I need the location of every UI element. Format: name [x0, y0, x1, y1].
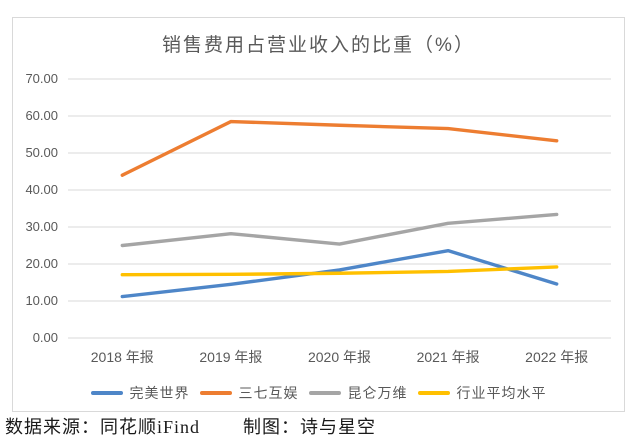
legend-swatch-industry-average	[417, 391, 450, 395]
legend-swatch-kunlun-tech	[308, 391, 341, 395]
y-tick-label: 10.00	[25, 293, 58, 308]
y-tick-label: 60.00	[25, 108, 58, 123]
x-tick-label: 2022 年报	[525, 349, 589, 365]
legend-item-perfect-world: 完美世界	[90, 383, 190, 403]
plot-area	[68, 78, 611, 339]
y-tick-label: 20.00	[25, 256, 58, 271]
legend-label-industry-average: 行业平均水平	[456, 385, 547, 401]
legend-item-37-interactive: 三七互娱	[199, 383, 299, 403]
y-tick-label: 70.00	[25, 71, 58, 86]
legend-label-37-interactive: 三七互娱	[238, 385, 299, 401]
y-tick-label: 0.00	[32, 330, 58, 345]
series-line-industry-average	[120, 265, 559, 277]
legend-swatch-perfect-world	[90, 391, 123, 395]
chart-card: 销售费用占营业收入的比重（%） 0.00 10.00 20.00 30.00 40.00…	[12, 17, 625, 412]
data-source-text: 数据来源：同花顺iFind	[5, 417, 201, 437]
x-axis: 2018 年报 2019 年报 2020 年报 2021 年报 2022 年报	[13, 18, 624, 411]
credit-text: 制图：诗与星空	[243, 417, 377, 437]
chart-title: 销售费用占营业收入的比重（%）	[162, 35, 475, 56]
y-tick-label: 30.00	[25, 219, 58, 234]
legend-label-perfect-world: 完美世界	[129, 385, 190, 401]
caption: 数据来源：同花顺iFind 制图：诗与星空	[5, 413, 376, 439]
legend-label-kunlun-tech: 昆仑万维	[347, 385, 408, 401]
y-tick-label: 50.00	[25, 145, 58, 160]
legend-swatch-37-interactive	[199, 391, 232, 395]
line-chart	[68, 78, 611, 339]
x-tick-label: 2019 年报	[199, 349, 263, 365]
y-axis: 0.00 10.00 20.00 30.00 40.00 50.00 60.00 70.00	[13, 18, 58, 411]
legend-item-kunlun-tech: 昆仑万维	[308, 383, 408, 403]
x-tick-label: 2021 年报	[416, 349, 480, 365]
series-line-37-interactive	[120, 119, 559, 177]
series-line-kunlun-tech	[120, 212, 559, 248]
x-tick-label: 2018 年报	[90, 349, 154, 365]
series-line-perfect-world	[120, 248, 559, 299]
y-tick-label: 40.00	[25, 182, 58, 197]
x-tick-label: 2020 年报	[307, 349, 372, 365]
chart-legend: 完美世界 三七互娱 昆仑万维 行业平均水平	[13, 383, 624, 403]
legend-item-industry-average: 行业平均水平	[417, 383, 547, 403]
